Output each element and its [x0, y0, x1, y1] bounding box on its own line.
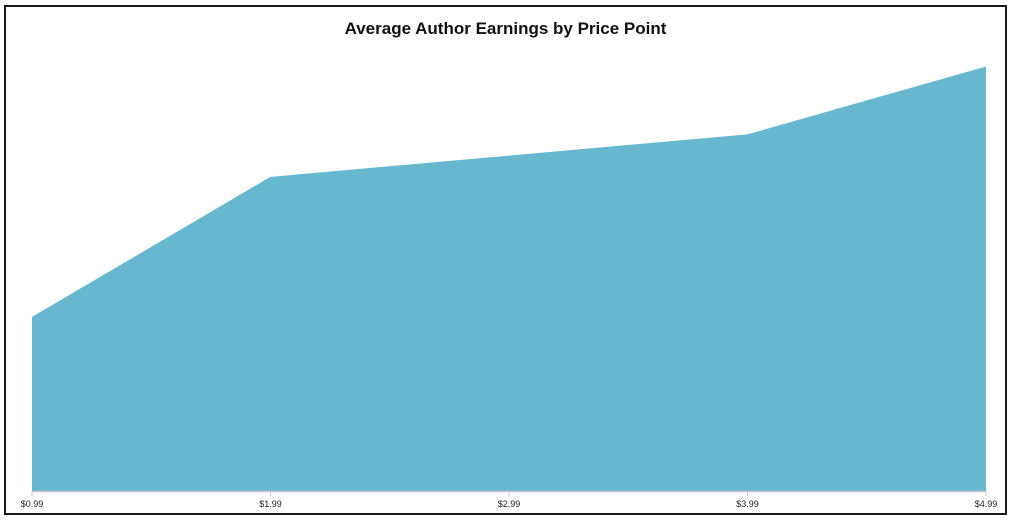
chart-frame: Average Author Earnings by Price Point $…	[4, 5, 1007, 515]
x-tick-label: $1.99	[259, 499, 282, 509]
x-tick-label: $0.99	[21, 499, 44, 509]
x-tick-label: $2.99	[498, 499, 521, 509]
x-tick-label: $3.99	[736, 499, 759, 509]
chart-title: Average Author Earnings by Price Point	[344, 19, 667, 38]
x-tick-label: $4.99	[975, 499, 998, 509]
series-area	[32, 66, 986, 491]
area-chart: $0.99 $1.99 $2.99 $3.99 $4.99	[21, 66, 998, 509]
